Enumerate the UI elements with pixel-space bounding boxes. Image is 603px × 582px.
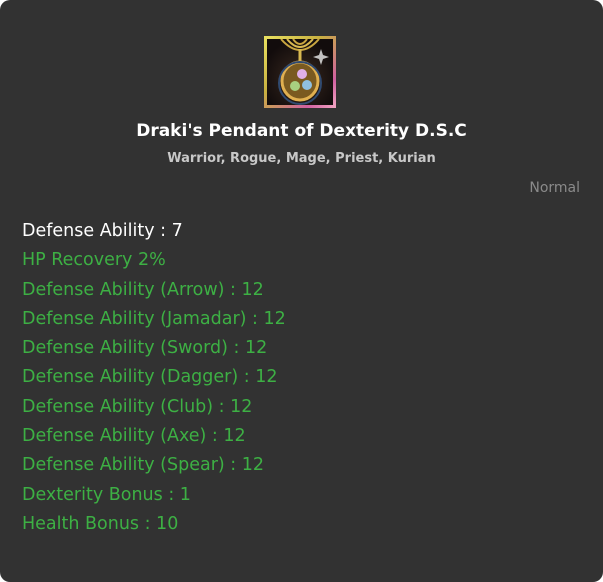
stat-line: Defense Ability (Arrow) : 12 [22,279,264,300]
stat-line: Defense Ability (Club) : 12 [22,396,253,417]
stat-line: Defense Ability : 7 [22,221,183,241]
stat-line: Defense Ability (Sword) : 12 [22,338,268,359]
stat-line: Defense Ability (Spear) : 12 [22,455,265,476]
stat-line: Defense Ability (Jamadar) : 12 [22,308,286,329]
item-classes: Warrior, Rogue, Mage, Priest, Kurian [167,151,436,166]
stat-line: Defense Ability (Dagger) : 12 [22,367,278,388]
stat-line: HP Recovery 2% [22,250,166,271]
stat-line: Dexterity Bonus : 1 [22,484,191,505]
stat-list: Defense Ability : 7 HP Recovery 2% Defen… [22,217,286,539]
item-grade: Normal [529,180,580,196]
stat-line: Health Bonus : 10 [22,513,179,534]
stat-line: Defense Ability (Axe) : 12 [22,426,246,447]
pendant-icon [264,36,336,108]
item-name: Draki's Pendant of Dexterity D.S.C [136,121,467,141]
